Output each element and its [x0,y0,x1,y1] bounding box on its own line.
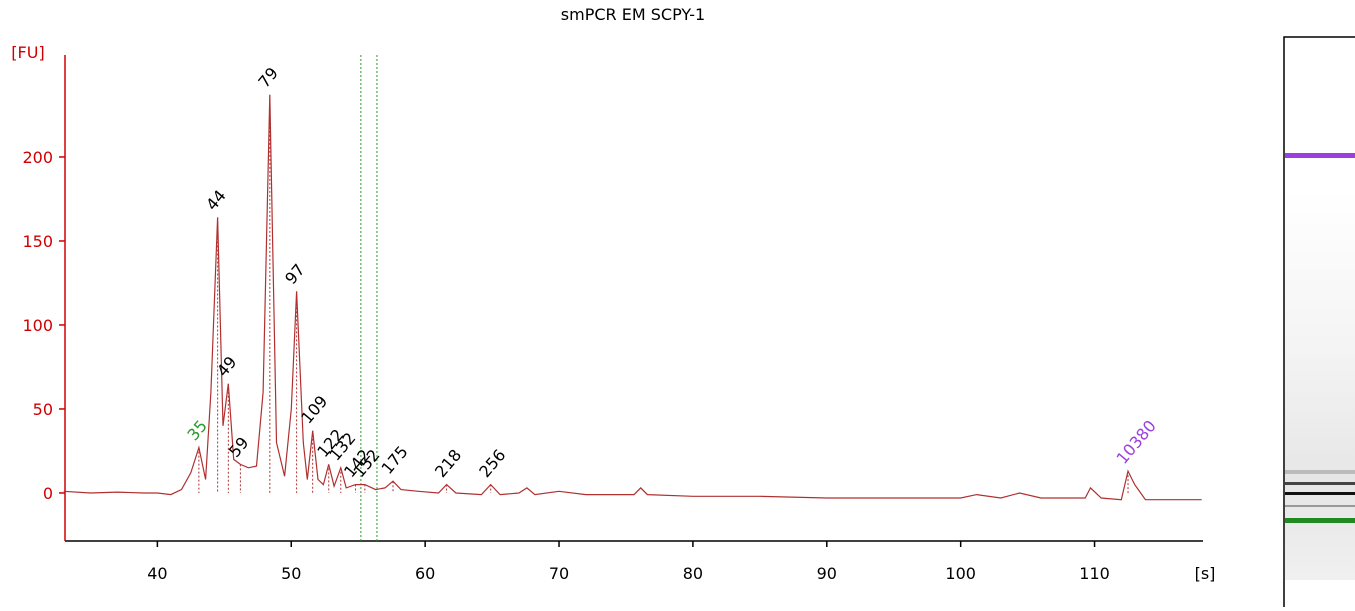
chart-title: smPCR EM SCPY-1 [561,5,705,24]
x-tick-label: 100 [945,564,976,583]
y-tick-label: 100 [22,316,53,335]
peak-label: 59 [225,433,253,461]
peak-label: 79 [254,64,282,92]
peak-label: 175 [378,442,412,478]
gel-lane [1283,36,1355,611]
peak-label: 44 [202,186,230,214]
x-tick-label: 90 [817,564,837,583]
x-axis-label: [s] [1195,564,1216,583]
x-tick-label: 50 [281,564,301,583]
peak-label: 97 [281,260,309,288]
x-tick-label: 40 [147,564,167,583]
y-tick-label: 150 [22,232,53,251]
peak-label: 256 [475,446,509,482]
x-tick-label: 80 [683,564,703,583]
peak-label: 35 [183,416,211,444]
peak-label: 218 [431,446,465,482]
y-tick-label: 200 [22,148,53,167]
x-tick-label: 60 [415,564,435,583]
peak-label: 49 [213,353,241,381]
peak-label: 10380 [1113,416,1160,467]
x-tick-label: 110 [1079,564,1110,583]
x-tick-label: 70 [549,564,569,583]
y-axis-label: [FU] [11,43,44,62]
trace [63,94,1202,501]
y-tick-label: 50 [33,400,53,419]
y-tick-label: 0 [43,484,53,503]
